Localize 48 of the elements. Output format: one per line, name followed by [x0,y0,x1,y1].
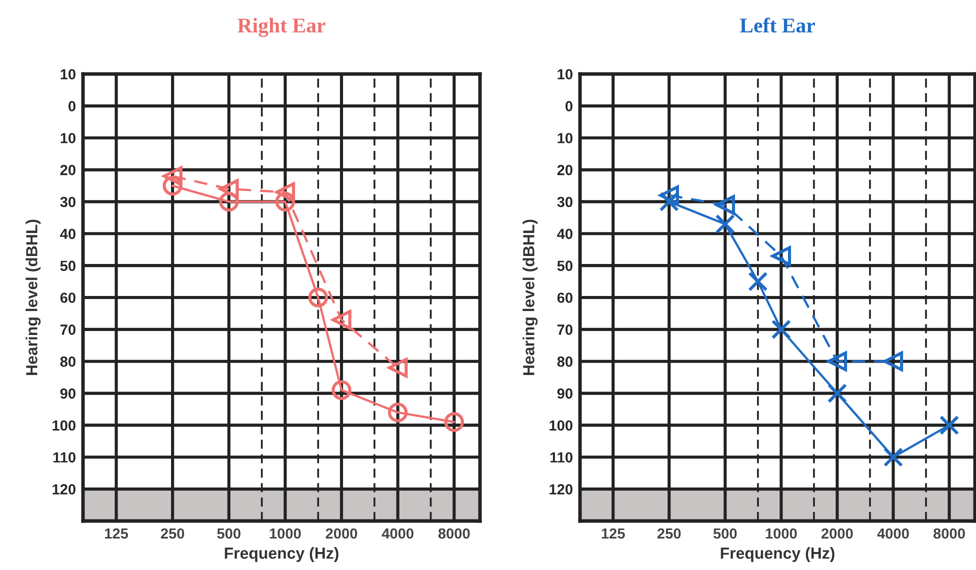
y-tick-label: 50 [60,260,76,271]
x-tick-label: 500 [713,528,737,539]
y-tick-label: 40 [557,228,572,240]
y-tick-label: 80 [60,356,76,367]
y-tick-label: 90 [60,388,76,399]
x-tick-label: 2000 [326,528,358,539]
y-tick-label: 110 [550,452,572,463]
y-tick-label: 30 [60,196,76,208]
y-tick-label: 100 [550,420,572,431]
y-axis-title: Hearing level (dBHL) [26,220,41,375]
y-tick-label: 10 [60,69,76,80]
x-tick-label: 8000 [438,528,470,539]
y-tick-label: 110 [53,452,76,463]
y-tick-label: 100 [52,420,76,431]
y-tick-label: 30 [557,196,572,208]
x-tick-label: 8000 [934,528,965,539]
x-axis-title: Frequency (Hz) [224,547,338,562]
y-tick-label: 0 [566,101,572,112]
y-tick-label: 10 [60,132,76,144]
y-tick-label: 70 [557,324,572,335]
x-tick-label: 2000 [821,528,853,539]
y-axis-title: Hearing level (dBHL) [522,220,538,375]
y-tick-label: 90 [557,388,572,399]
x-tick-label: 4000 [382,528,414,539]
x-tick-label: 125 [602,528,625,539]
y-tick-label: 120 [52,484,76,494]
x-axis-title: Frequency (Hz) [720,547,834,562]
y-tick-label: 40 [60,228,76,240]
y-tick-label: 20 [60,164,76,176]
x-tick-label: 250 [657,528,681,539]
y-tick-label: 50 [557,260,572,271]
x-tick-label: 1000 [270,528,301,539]
y-tick-label: 120 [550,484,572,494]
y-tick-label: 10 [558,69,572,80]
x-tick-label: 500 [217,528,240,539]
chart-title: Left Ear [740,18,815,33]
x-tick-label: 250 [160,528,184,539]
y-tick-label: 0 [68,101,76,112]
y-tick-label: 60 [557,292,572,303]
x-tick-label: 4000 [877,528,909,539]
y-tick-label: 80 [557,356,572,367]
chart-title: Right Ear [238,18,326,37]
x-tick-label: 1000 [766,528,797,539]
y-tick-label: 70 [60,324,76,335]
y-tick-label: 10 [558,132,572,144]
y-tick-label: 20 [557,164,572,176]
x-tick-label: 125 [105,528,128,539]
y-tick-label: 60 [60,292,76,303]
